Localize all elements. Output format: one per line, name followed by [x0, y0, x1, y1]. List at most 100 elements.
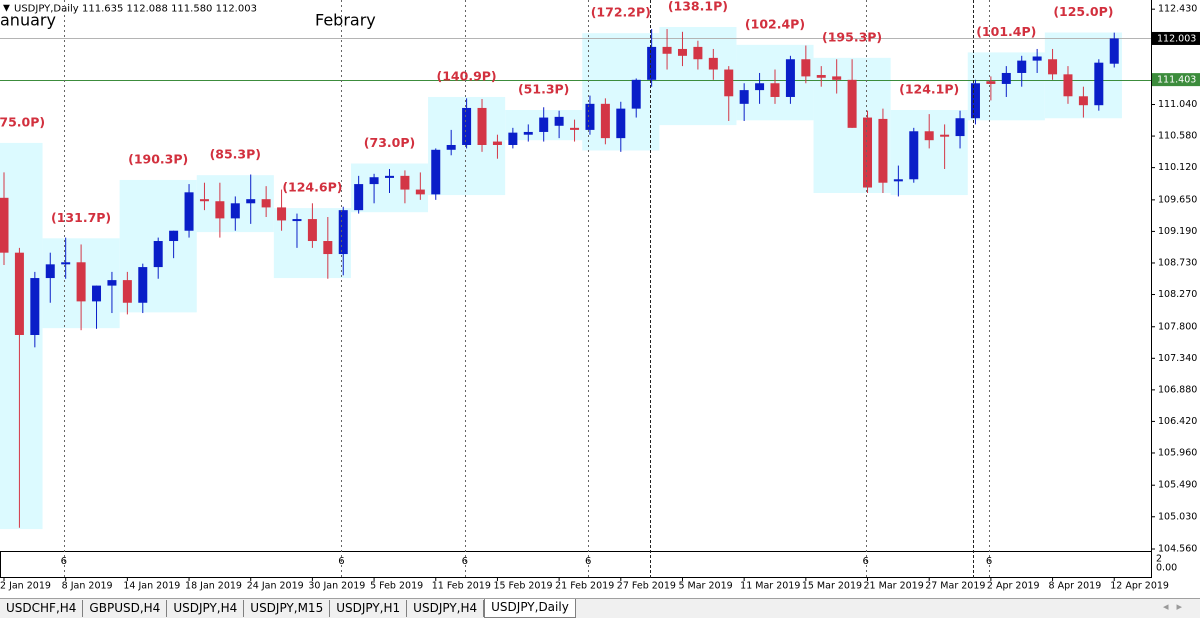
y-tick-label: 108.730	[1158, 257, 1197, 268]
menu-arrow-icon[interactable]: ▼	[3, 4, 10, 14]
pip-range-label: (131.7P)	[51, 210, 111, 225]
candle-body	[61, 262, 71, 265]
candle-body	[539, 117, 549, 132]
sub-window	[0, 551, 1152, 578]
candle-body	[431, 149, 441, 195]
candle-body	[307, 219, 317, 242]
pip-range-label: (195.3P)	[822, 29, 882, 44]
candle-body	[755, 83, 765, 91]
x-tick-label: 5 Feb 2019	[370, 581, 423, 592]
y-tick-label: 108.270	[1158, 289, 1197, 300]
candle-body	[369, 177, 379, 185]
candle-body	[909, 131, 919, 180]
candle-body	[647, 46, 657, 80]
sub-scale-label: 2	[1156, 554, 1162, 565]
chart-tab[interactable]: GBPUSD,H4	[83, 600, 168, 617]
candle-body	[1048, 59, 1058, 75]
candle-body	[970, 83, 980, 119]
x-tick-label: 14 Jan 2019	[123, 581, 180, 592]
y-tick-label: 110.580	[1158, 131, 1197, 142]
candle-body	[138, 267, 148, 303]
candle-body	[1094, 62, 1104, 106]
price-label-box	[1152, 73, 1200, 87]
candle-body	[508, 132, 518, 145]
candle-body	[770, 83, 780, 97]
x-tick-label: 8 Apr 2019	[1049, 581, 1102, 592]
y-tick-label: 109.190	[1158, 226, 1197, 237]
sub-window-label: 6	[462, 556, 468, 567]
y-tick-label: 105.490	[1158, 480, 1197, 491]
y-tick-label: 105.960	[1158, 447, 1197, 458]
y-tick-label: 107.340	[1158, 353, 1197, 364]
sub-window-label: 6	[61, 556, 67, 567]
sub-window-label: 6	[986, 556, 992, 567]
x-tick-label: 27 Mar 2019	[925, 581, 985, 592]
candle-body	[616, 108, 626, 139]
candle-body	[708, 57, 718, 70]
candle-body	[45, 264, 55, 279]
candle-body	[385, 175, 394, 178]
x-tick-label: 15 Feb 2019	[493, 581, 552, 592]
axes: ▼ USDJPY,Daily 111.635 112.088 111.580 1…	[0, 0, 1200, 592]
candle-body	[462, 107, 472, 145]
candle-body	[893, 179, 903, 182]
price-label-box	[1152, 31, 1200, 45]
candle-body	[415, 189, 425, 195]
candle-body	[354, 184, 364, 211]
chart-tab[interactable]: USDJPY,H4	[167, 600, 245, 617]
x-tick-label: 21 Feb 2019	[555, 581, 614, 592]
price-label: 112.003	[1157, 33, 1196, 44]
x-tick-label: 5 Mar 2019	[678, 581, 732, 592]
candle-body	[0, 197, 9, 253]
candle-body	[169, 230, 179, 242]
candle-body	[1001, 72, 1011, 84]
y-tick-label: 106.880	[1158, 384, 1197, 395]
chart-tab[interactable]: USDCHF,H4	[0, 600, 84, 617]
y-tick-label: 112.430	[1158, 4, 1197, 15]
candle-body	[600, 103, 610, 139]
x-tick-label: 11 Mar 2019	[740, 581, 800, 592]
candle-body	[122, 280, 132, 303]
pip-range-label: (73.0P)	[364, 135, 415, 150]
sub-window-label: 6	[863, 556, 869, 567]
candle-body	[1078, 96, 1088, 106]
candle-body	[570, 127, 580, 130]
y-tick-label: 111.040	[1158, 99, 1197, 110]
chart-tab[interactable]: USDJPY,M15	[244, 600, 331, 617]
pip-range-label: (124.1P)	[899, 82, 959, 97]
sub-scale-label: 0.00	[1156, 563, 1177, 574]
ohlc-values: 111.635 112.088 111.580 112.003	[82, 4, 257, 15]
y-tick-label: 107.800	[1158, 321, 1197, 332]
candle-body	[107, 280, 117, 286]
chart-tab[interactable]: USDJPY,H4	[407, 600, 485, 617]
chart-tab[interactable]: USDJPY,H1	[330, 600, 408, 617]
candle-body	[585, 103, 595, 130]
x-tick-label: 8 Jan 2019	[62, 581, 113, 592]
header-box	[0, 0, 252, 15]
candle-body	[739, 90, 749, 104]
candle-body	[1017, 60, 1027, 73]
candle-body	[1032, 56, 1042, 61]
candle-body	[153, 241, 163, 268]
candle-body	[215, 201, 225, 219]
x-tick-label: 18 Jan 2019	[185, 581, 242, 592]
candle-body	[832, 76, 842, 80]
candle-body	[816, 75, 826, 78]
month-label: anuary	[0, 11, 56, 30]
tab-scroll-arrows[interactable]: ◂▸	[1162, 600, 1190, 613]
candle-body	[199, 199, 209, 202]
candle-body	[76, 262, 86, 302]
chart-tab[interactable]: USDJPY,Daily	[484, 599, 576, 618]
candle-body	[662, 46, 672, 54]
candle-body	[523, 131, 533, 135]
candle-body	[924, 131, 934, 141]
pip-range-label: (101.4P)	[976, 24, 1036, 39]
y-tick-label: 109.650	[1158, 194, 1197, 205]
candle-body	[801, 59, 811, 77]
candle-body	[492, 141, 502, 145]
pip-range-label: (138.1P)	[668, 0, 728, 14]
y-tick-label: 106.420	[1158, 416, 1197, 427]
y-tick-label: 110.120	[1158, 162, 1197, 173]
candle-body	[261, 199, 271, 208]
candle-body	[230, 203, 240, 219]
